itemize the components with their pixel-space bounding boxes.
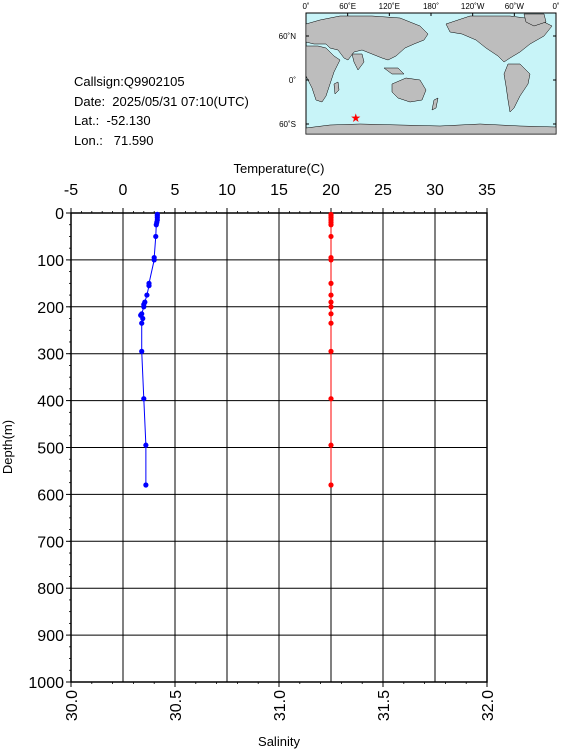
salinity-axis-label: Salinity [258,734,300,749]
salinity-data-point [328,257,334,263]
salinity-data-point [328,311,334,317]
land-antarctica [305,123,557,135]
land-new-zealand [431,97,439,111]
salinity-tick-labels: 30.0 30.5 31.0 31.5 32.0 [64,690,497,721]
temperature-data-point [153,222,159,228]
salinity-data-point [328,396,334,402]
temperature-data-point [140,315,146,322]
map-longitude-label: 180˚ [423,2,439,11]
temperature-tick-labels: -5 0 5 10 15 20 25 30 35 [64,182,496,199]
temperature-axis-label: Temperature(C) [233,161,324,176]
salinity-data-point [328,292,334,298]
temperature-tick-label: 35 [478,182,496,199]
temperature-tick-label: 10 [218,182,236,199]
temperature-tick-label: 25 [374,182,392,199]
depth-tick-label: 200 [37,300,64,317]
salinity-tick-label: 30.0 [64,690,81,721]
temperature-tick-label: 15 [270,182,288,199]
depth-tick-label: 600 [37,487,64,504]
location-map: 0˚ 60˚E 120˚E 180˚ 120˚W 60˚W 0˚ 60˚N 0˚ 60˚S ★ [279,2,560,135]
profile-series [138,211,334,488]
map-latitude-label: 0˚ [289,76,296,85]
temperature-data-point [143,442,149,448]
land-africa [305,45,341,103]
float-info-panel: Callsign:Q9902105 Date: 2025/05/31 07:10… [74,72,249,150]
map-longitude-label: 60˚E [339,2,356,11]
land-madagascar [333,81,340,95]
callsign-text: Callsign:Q9902105 [74,74,185,89]
depth-tick-label: 900 [37,628,64,645]
map-longitude-label: 120˚E [379,2,400,11]
map-longitude-label: 120˚W [461,2,485,11]
salinity-data-point [328,482,334,488]
salinity-tick-label: 31.5 [376,690,393,721]
depth-tick-label: 800 [37,581,64,598]
salinity-data-point [328,280,334,286]
map-latitude-labels: 60˚N 0˚ 60˚S [279,32,297,129]
salinity-data-point [328,233,334,240]
latitude-text: Lat.: -52.130 [74,113,151,128]
temperature-tick-label: 30 [426,182,444,199]
temperature-tick-label: 20 [322,182,340,199]
salinity-data-point [328,348,334,354]
temperature-tick-label: 0 [119,182,128,199]
temperature-data-point [139,320,145,326]
map-land [305,13,557,135]
depth-tick-label: 0 [55,206,64,223]
profile-chart: -5 0 5 10 15 20 25 30 35 30.0 30.5 31.0 31.5 32.0 01… [0,161,497,749]
salinity-data-point [328,442,334,448]
land-india [351,53,365,71]
date-text: Date: 2025/05/31 07:10(UTC) [74,93,249,109]
salinity-tick-label: 31.0 [272,690,289,721]
depth-tick-label: 100 [37,253,64,270]
temperature-data-point [143,482,149,488]
temperature-data-point [144,292,150,298]
temperature-data-point [153,233,159,240]
salinity-tick-label: 32.0 [480,690,497,721]
map-longitude-label: 0˚ [302,2,309,11]
temperature-data-point [141,396,147,402]
map-longitude-label: 0˚ [552,2,559,11]
land-greenland [523,13,547,27]
temperature-data-point [141,304,147,310]
temperature-data-point [146,283,152,289]
map-longitude-labels: 0˚ 60˚E 120˚E 180˚ 120˚W 60˚W 0˚ [302,2,559,11]
longitude-text: Lon.: 71.590 [74,132,154,148]
depth-axis-label: Depth(m) [0,420,15,474]
depth-tick-label: 500 [37,441,64,458]
map-longitude-label: 60˚W [505,2,525,11]
temperature-tick-label: 5 [171,182,180,199]
map-ticks [305,13,557,125]
temperature-tick-label: -5 [64,182,78,199]
salinity-data-point [328,320,334,326]
depth-tick-label: 300 [37,347,64,364]
depth-tick-label: 700 [37,534,64,551]
temperature-data-point [151,257,157,263]
land-indonesia [383,67,405,75]
salinity-data-point [328,304,334,310]
salinity-data-point [328,222,334,228]
temperature-data-point [139,348,145,354]
depth-tick-label: 1000 [28,675,64,692]
land-eurasia [305,15,429,61]
land-south-america [503,63,531,113]
land-australia [391,77,427,103]
plot-frame [70,212,488,683]
map-latitude-label: 60˚N [279,32,297,41]
salinity-data-point [328,299,334,305]
depth-tick-labels: 0 100 200 300 400 500 600 700 800 900 1000 [28,206,64,692]
salinity-tick-label: 30.5 [168,690,185,721]
float-location-marker: ★ [350,111,361,125]
depth-tick-label: 400 [37,394,64,411]
map-latitude-label: 60˚S [279,120,296,129]
